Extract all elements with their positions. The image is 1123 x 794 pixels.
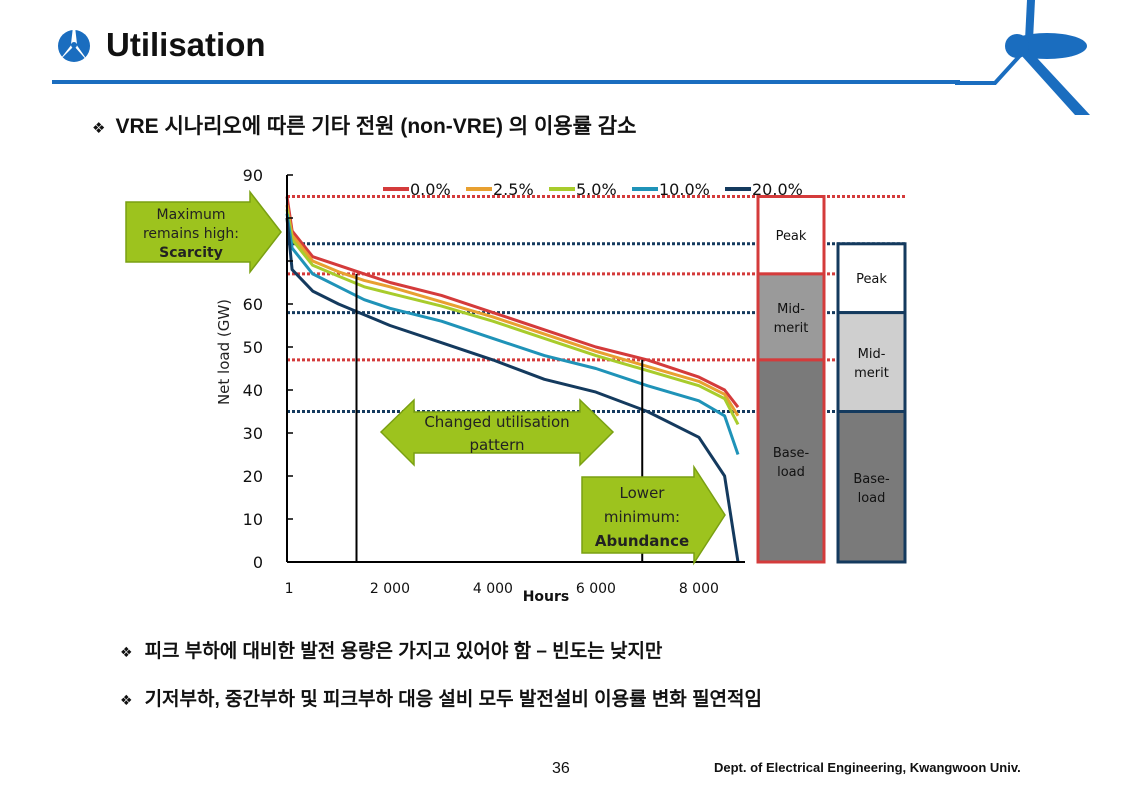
stack-segment-label: Mid- [858, 347, 886, 362]
bullet-icon: ❖ [92, 120, 106, 137]
stack-segment [836, 410, 907, 564]
x-axis-label: Hours [523, 589, 570, 605]
series-line-10.0% [285, 213, 740, 455]
footer-dept: Dept. of Electrical Engineering, Kwangwo… [714, 760, 1021, 775]
changed-utilisation-label: pattern [469, 436, 524, 454]
abundance-label: Lower [620, 484, 666, 502]
legend-label: 20.0% [752, 180, 803, 199]
stack-segment-label: merit [774, 321, 809, 336]
y-axis-label: Net load (GW) [215, 299, 233, 405]
y-tick-label: 40 [243, 381, 263, 400]
y-tick-label: 50 [243, 338, 263, 357]
series-line-20.0% [285, 217, 740, 563]
page-number: 36 [552, 760, 570, 777]
bullet-1-text: 피크 부하에 대비한 발전 용량은 가지고 있어야 함 – 빈도는 낮지만 [144, 641, 663, 662]
page-title: Utilisation [106, 26, 266, 63]
scarcity-label: Scarcity [159, 245, 223, 261]
legend-label: 5.0% [576, 180, 617, 199]
stack-segment [756, 195, 826, 276]
legend-label: 0.0% [410, 180, 451, 199]
series-line-5.0% [285, 209, 740, 426]
main-bullet: ❖ VRE 시나리오에 따른 기타 전원 (non-VRE) 의 이용률 감소 [92, 110, 636, 140]
main-bullet-text: VRE 시나리오에 따른 기타 전원 (non-VRE) 의 이용률 감소 [115, 115, 637, 138]
bullet-1: ❖ 피크 부하에 대비한 발전 용량은 가지고 있어야 함 – 빈도는 낮지만 [120, 636, 662, 663]
stack-segment-label: Base- [853, 472, 890, 487]
stack-segment-label: load [777, 465, 805, 480]
stack-segment-label: Base- [773, 446, 810, 461]
x-tick-label: 6 000 [576, 581, 616, 597]
turbine-logo-icon [58, 18, 90, 64]
scarcity-arrow [125, 189, 282, 275]
changed-utilisation-arrow [379, 398, 615, 467]
bullet-icon: ❖ [120, 692, 133, 708]
net-load-duration-chart: 0 10 20 30 40 50 60 90 1 2 000 4 000 6 000 8 000 Hour… [125, 166, 907, 605]
y-tick-label: 90 [243, 166, 263, 185]
y-tick-label: 30 [243, 424, 263, 443]
abundance-arrow [581, 464, 726, 566]
scarcity-label: Maximum [157, 207, 226, 223]
stack-segment-label: load [858, 491, 886, 506]
y-tick-label: 20 [243, 467, 263, 486]
legend-label: 10.0% [659, 180, 710, 199]
changed-utilisation-label: Changed utilisation [424, 413, 569, 431]
abundance-label: minimum: [604, 508, 680, 526]
x-tick-label: 1 [285, 581, 294, 597]
series-line-2.5% [285, 204, 740, 417]
series-line-0.0% [285, 196, 740, 409]
scarcity-label: remains high: [143, 226, 239, 242]
legend-label: 2.5% [493, 180, 534, 199]
stack-segment-label: Peak [856, 272, 887, 287]
y-tick-label: 60 [243, 295, 263, 314]
x-tick-label: 4 000 [473, 581, 513, 597]
y-tick-label: 0 [253, 553, 263, 572]
x-tick-label: 2 000 [370, 581, 410, 597]
stack-segment-label: merit [854, 366, 889, 381]
stack-segment-label: Peak [776, 229, 807, 244]
stack-segment [836, 242, 907, 315]
y-tick-label: 10 [243, 510, 263, 529]
stack-segment-label: Mid- [777, 302, 805, 317]
bullet-2-text: 기저부하, 중간부하 및 피크부하 대응 설비 모두 발전설비 이용률 변화 필… [144, 689, 762, 710]
bullet-icon: ❖ [120, 644, 133, 660]
stack-segment [756, 358, 826, 564]
wind-turbine-icon [955, 0, 1090, 115]
header-divider [52, 80, 960, 84]
stack-segment [756, 272, 826, 362]
bullet-2: ❖ 기저부하, 중간부하 및 피크부하 대응 설비 모두 발전설비 이용률 변화 … [120, 684, 762, 711]
x-tick-label: 8 000 [679, 581, 719, 597]
abundance-label: Abundance [595, 532, 689, 550]
